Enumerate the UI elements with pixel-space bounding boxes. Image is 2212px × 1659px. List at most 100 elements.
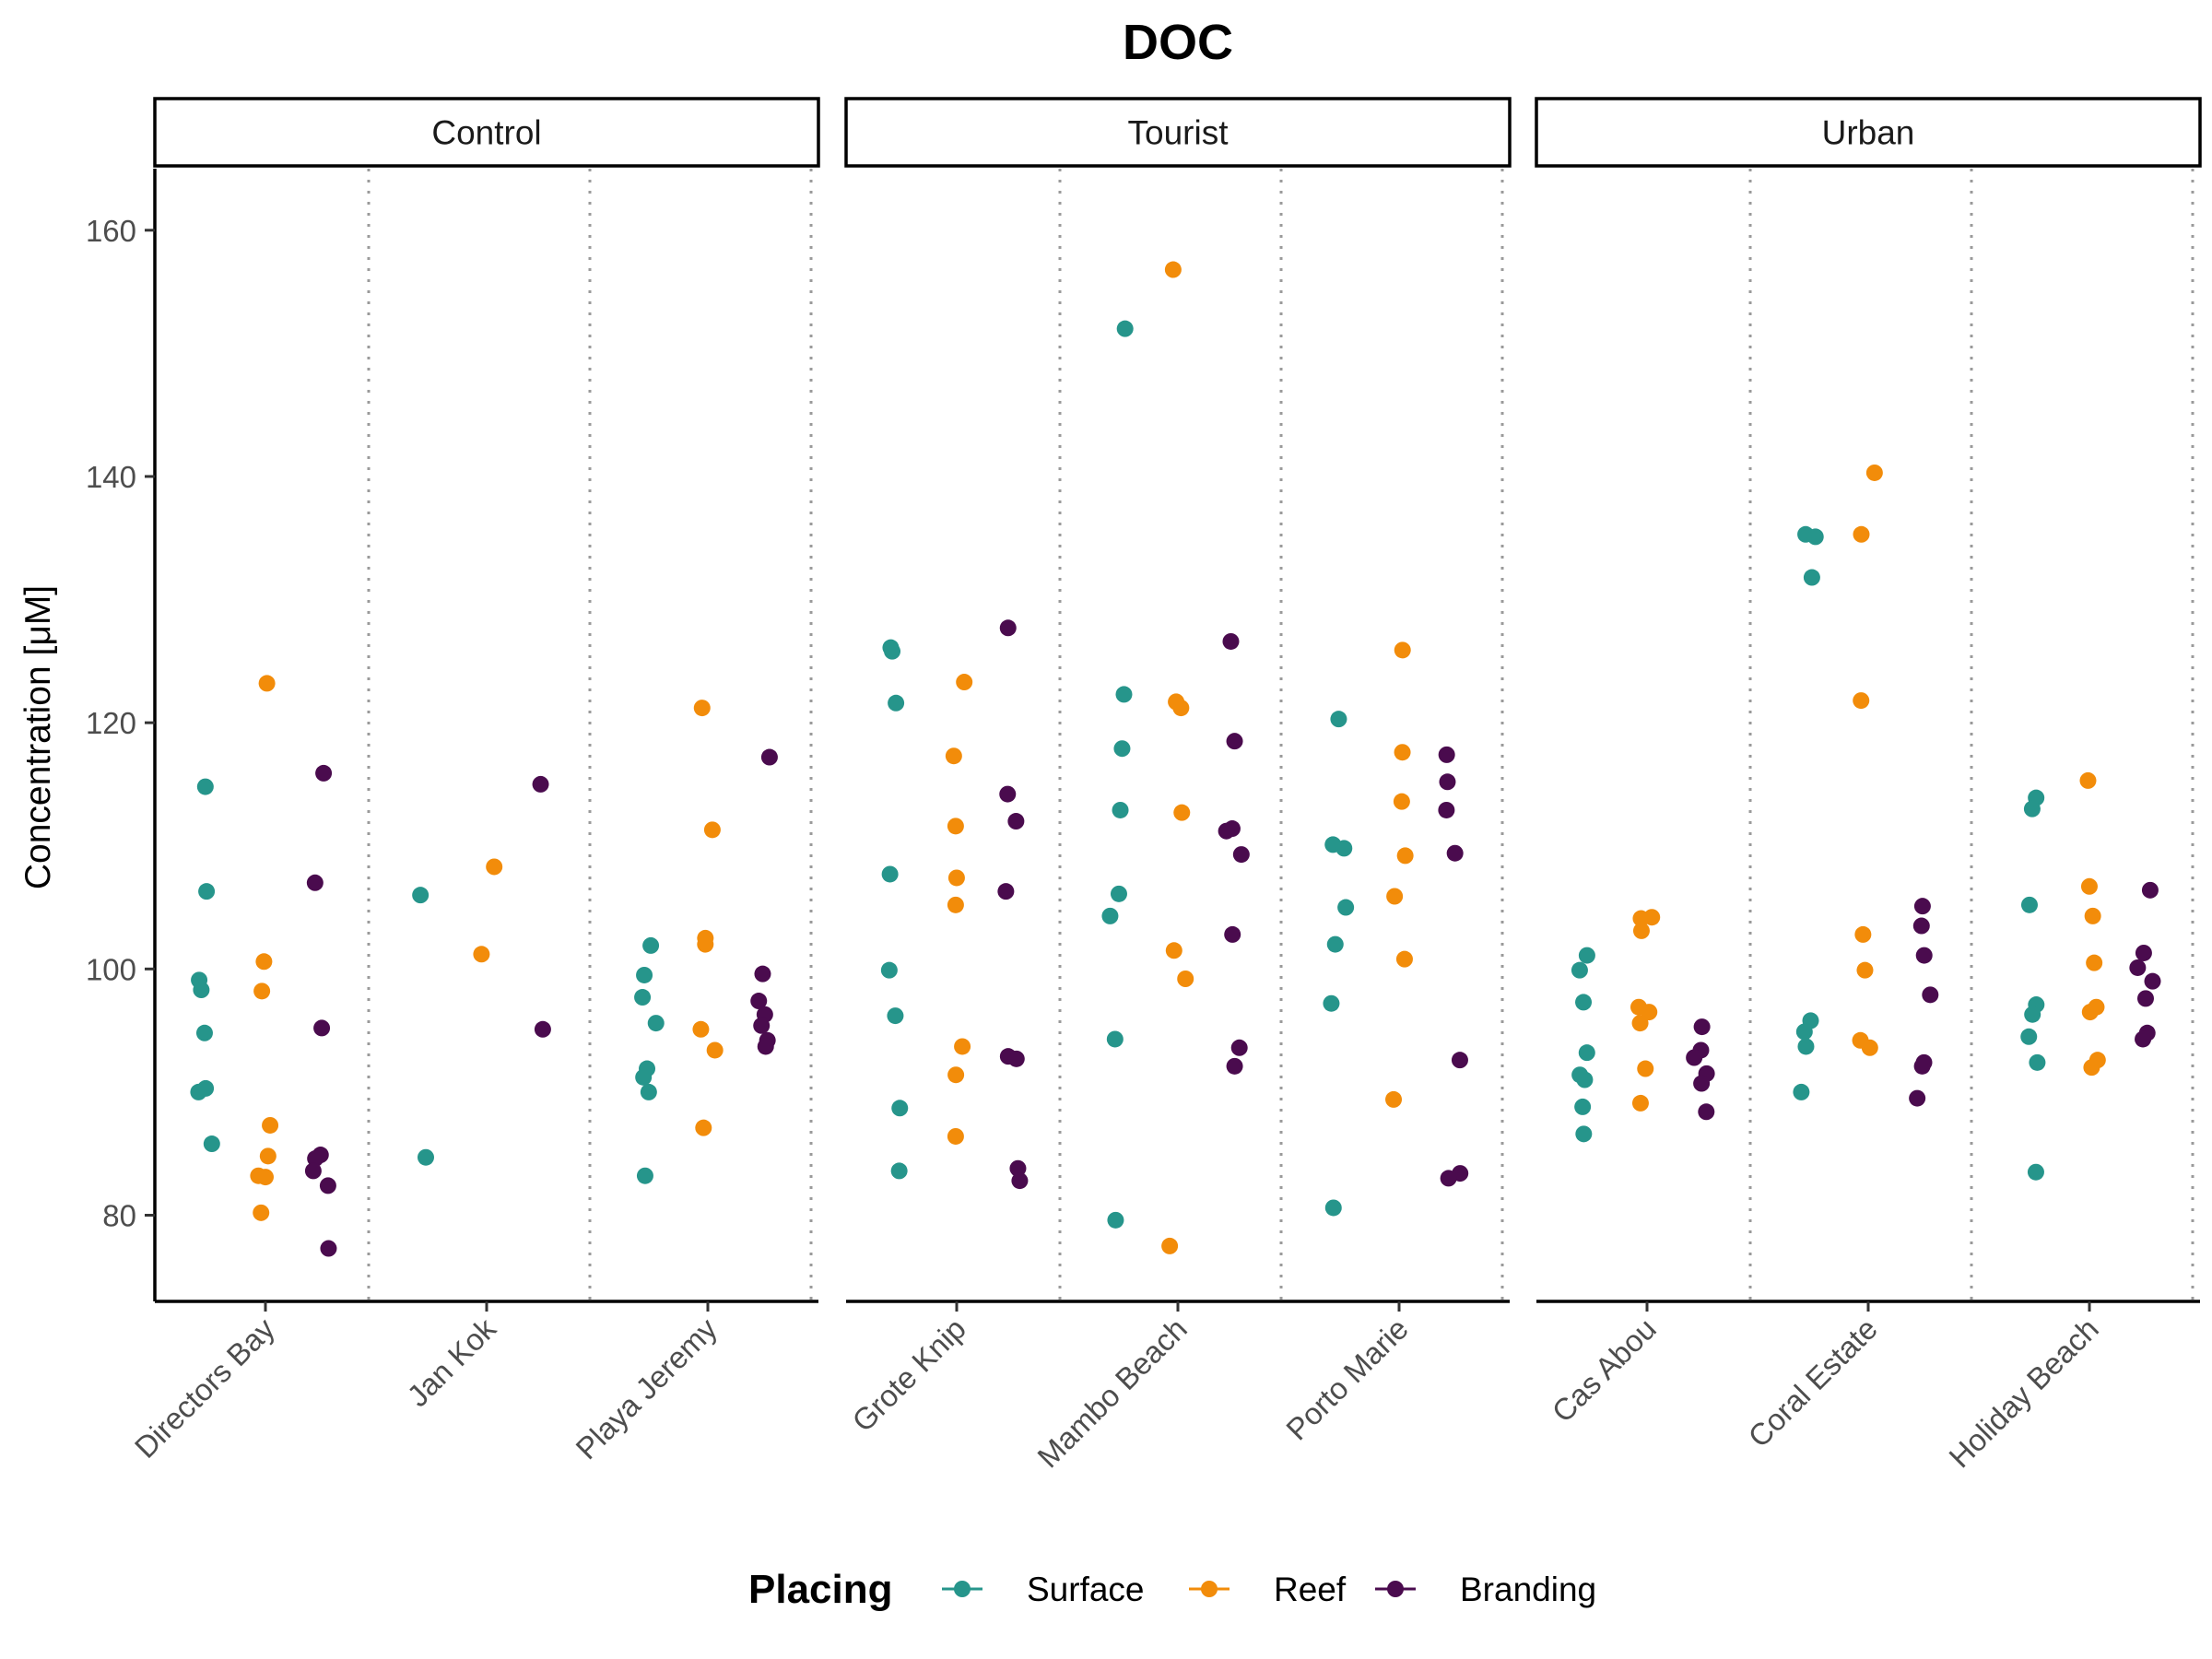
legend: Placing Surface Reef Branding <box>748 1567 1596 1612</box>
point-reef <box>1393 793 1410 810</box>
point-branding <box>999 785 1017 803</box>
point-surface <box>1326 935 1344 953</box>
x-tick-label: Playa Jeremy <box>569 1311 724 1465</box>
point-surface <box>417 1148 434 1166</box>
point-reef <box>1394 641 1411 659</box>
point-branding <box>1009 1159 1027 1177</box>
facet-panels: 80 100 120 140 160 Control Directors Bay Jan Ko… <box>86 97 2202 1475</box>
point-surface <box>635 1068 653 1086</box>
chart-title: DOC <box>1123 15 1233 70</box>
facet-strip-label: Tourist <box>1128 114 1230 152</box>
legend-label: Branding <box>1460 1571 1596 1608</box>
point-branding <box>1218 822 1235 840</box>
point-surface <box>1324 1199 1342 1217</box>
facet-strip <box>153 97 820 168</box>
point-reef <box>473 946 490 963</box>
point-branding <box>532 775 549 793</box>
point-surface <box>196 778 214 795</box>
point-surface <box>1330 711 1347 728</box>
x-tick-label: Grote Knip <box>845 1312 972 1439</box>
point-branding <box>1222 632 1240 650</box>
point-surface <box>634 989 652 1006</box>
point-branding <box>1913 898 1931 915</box>
point-branding <box>1451 1052 1468 1069</box>
point-branding <box>1909 1089 1926 1107</box>
point-surface <box>640 1083 657 1100</box>
point-reef <box>947 1066 965 1084</box>
legend-key-point <box>954 1581 971 1597</box>
point-branding <box>1446 844 1464 862</box>
site-points-cas-abou <box>1571 909 1715 1143</box>
point-reef <box>256 1169 274 1186</box>
x-tick-label: Cas Abou <box>1546 1312 1663 1429</box>
point-branding <box>754 965 771 982</box>
point-branding <box>319 1177 336 1194</box>
point-surface <box>1116 320 1134 337</box>
point-reef <box>1386 888 1404 905</box>
point-surface <box>1575 1125 1593 1143</box>
point-surface <box>193 982 210 999</box>
point-branding <box>1912 917 1930 935</box>
point-branding <box>760 748 778 766</box>
point-branding <box>1915 947 1933 964</box>
point-reef <box>1856 961 1874 979</box>
facet-panel-control: Control Directors Bay Jan Kok Playa Jeremy <box>128 97 820 1465</box>
point-surface <box>1337 899 1355 916</box>
point-branding <box>1011 1172 1029 1190</box>
legend-title: Placing <box>748 1567 893 1612</box>
point-branding <box>1230 1039 1248 1056</box>
point-surface <box>884 642 901 660</box>
point-branding <box>307 1150 324 1168</box>
point-surface <box>1115 686 1133 703</box>
point-surface <box>888 694 905 712</box>
point-surface <box>412 887 429 904</box>
point-branding <box>1438 746 1455 763</box>
legend-label: Reef <box>1274 1571 1347 1608</box>
point-branding <box>1913 1057 1931 1075</box>
point-surface <box>203 1135 220 1153</box>
point-reef <box>695 1119 712 1136</box>
site-points-grote-knip <box>880 619 1029 1190</box>
legend-item-surface: Surface <box>942 1571 1145 1608</box>
y-axis-title: Concentration [μM] <box>18 585 58 889</box>
point-surface <box>1803 569 1820 586</box>
point-surface <box>891 1100 909 1117</box>
site-points-jan-kok <box>412 775 551 1166</box>
point-branding <box>999 619 1017 637</box>
point-branding <box>1440 1170 1457 1187</box>
point-reef <box>1632 910 1650 927</box>
point-surface <box>190 1083 207 1100</box>
point-reef <box>253 1204 270 1221</box>
point-reef <box>1853 692 1870 710</box>
point-reef <box>1637 1060 1654 1077</box>
point-reef <box>1172 700 1190 717</box>
point-surface <box>636 1167 653 1184</box>
point-reef <box>255 953 273 971</box>
point-branding <box>313 1019 331 1037</box>
point-surface <box>1110 885 1127 902</box>
x-tick-label: Porto Marie <box>1279 1312 1415 1447</box>
point-branding <box>1922 986 1939 1004</box>
x-tick-label: Directors Bay <box>128 1311 282 1465</box>
point-branding <box>757 1038 774 1055</box>
point-surface <box>2029 1053 2046 1071</box>
point-reef <box>486 858 503 876</box>
site-points-porto-marie <box>1323 641 1469 1217</box>
y-tick-label: 100 <box>86 952 136 986</box>
point-reef <box>2081 1004 2099 1021</box>
point-reef <box>259 1147 276 1165</box>
point-surface <box>1574 1098 1592 1115</box>
y-axis: 80 100 120 140 160 <box>86 169 157 1301</box>
x-tick-label: Mambo Beach <box>1030 1312 1194 1475</box>
point-branding <box>1226 1057 1243 1075</box>
point-surface <box>636 966 653 983</box>
point-surface <box>1578 1044 1595 1062</box>
point-reef <box>258 675 276 692</box>
point-surface <box>890 1162 908 1180</box>
point-surface <box>195 1024 213 1041</box>
y-tick-label: 120 <box>86 706 136 740</box>
point-surface <box>1106 1030 1124 1048</box>
point-reef <box>1177 971 1194 988</box>
site-points-mambo-beach <box>1101 261 1250 1254</box>
point-reef <box>945 747 962 765</box>
